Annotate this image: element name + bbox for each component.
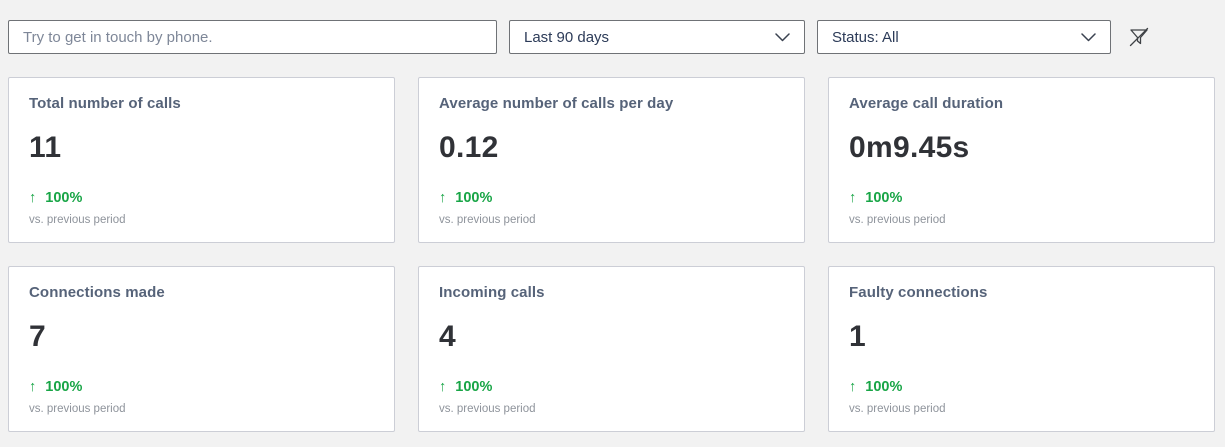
stat-card-title: Connections made [29,284,165,301]
stat-card-connections-made: Connections made 7 ↑ 100% vs. previous p… [8,266,395,432]
stat-card-trend: ↑ 100% [439,190,784,206]
trend-percent: 100% [455,190,493,206]
stat-card-title: Incoming calls [439,284,545,301]
stat-card-trend: ↑ 100% [439,379,784,395]
clear-filters-button[interactable] [1124,24,1154,52]
chevron-down-icon [1081,32,1096,42]
stat-card-title: Average call duration [849,95,1004,112]
stat-card-trend: ↑ 100% [29,190,374,206]
trend-note: vs. previous period [849,214,946,226]
trend-note: vs. previous period [439,214,536,226]
stats-grid: Total number of calls 11 ↑ 100% vs. prev… [8,77,1215,432]
stat-card-title: Average number of calls per day [439,95,674,112]
trend-percent: 100% [865,379,903,395]
stat-card-value: 0m9.45s [849,131,970,164]
stat-card-total-calls: Total number of calls 11 ↑ 100% vs. prev… [8,77,395,243]
stat-card-trend: ↑ 100% [29,379,374,395]
trend-note: vs. previous period [29,403,126,415]
trend-up-arrow-icon: ↑ [849,190,857,206]
status-selected-value: Status: All [832,28,899,46]
trend-percent: 100% [45,379,83,395]
stat-card-trend: ↑ 100% [849,190,1194,206]
stat-card-value: 0.12 [439,131,499,164]
stat-card-avg-call-duration: Average call duration 0m9.45s ↑ 100% vs.… [828,77,1215,243]
trend-note: vs. previous period [439,403,536,415]
stat-card-incoming-calls: Incoming calls 4 ↑ 100% vs. previous per… [418,266,805,432]
trend-note: vs. previous period [29,214,126,226]
trend-up-arrow-icon: ↑ [29,379,37,395]
stat-card-title: Faulty connections [849,284,988,301]
status-select[interactable]: Status: All [817,20,1111,54]
trend-percent: 100% [45,190,83,206]
stat-card-avg-calls-per-day: Average number of calls per day 0.12 ↑ 1… [418,77,805,243]
search-input[interactable] [8,20,497,54]
trend-up-arrow-icon: ↑ [29,190,37,206]
stat-card-faulty-connections: Faulty connections 1 ↑ 100% vs. previous… [828,266,1215,432]
trend-note: vs. previous period [849,403,946,415]
trend-up-arrow-icon: ↑ [849,379,857,395]
chevron-down-icon [775,32,790,42]
trend-up-arrow-icon: ↑ [439,190,447,206]
stat-card-trend: ↑ 100% [849,379,1194,395]
stat-card-value: 4 [439,320,456,353]
stat-card-value: 7 [29,320,46,353]
stat-card-title: Total number of calls [29,95,181,112]
stat-card-value: 1 [849,320,866,353]
trend-up-arrow-icon: ↑ [439,379,447,395]
date-range-select[interactable]: Last 90 days [509,20,805,54]
filter-off-icon [1127,25,1151,52]
stat-card-value: 11 [29,131,62,164]
trend-percent: 100% [455,379,493,395]
trend-percent: 100% [865,190,903,206]
date-range-selected-value: Last 90 days [524,28,610,46]
